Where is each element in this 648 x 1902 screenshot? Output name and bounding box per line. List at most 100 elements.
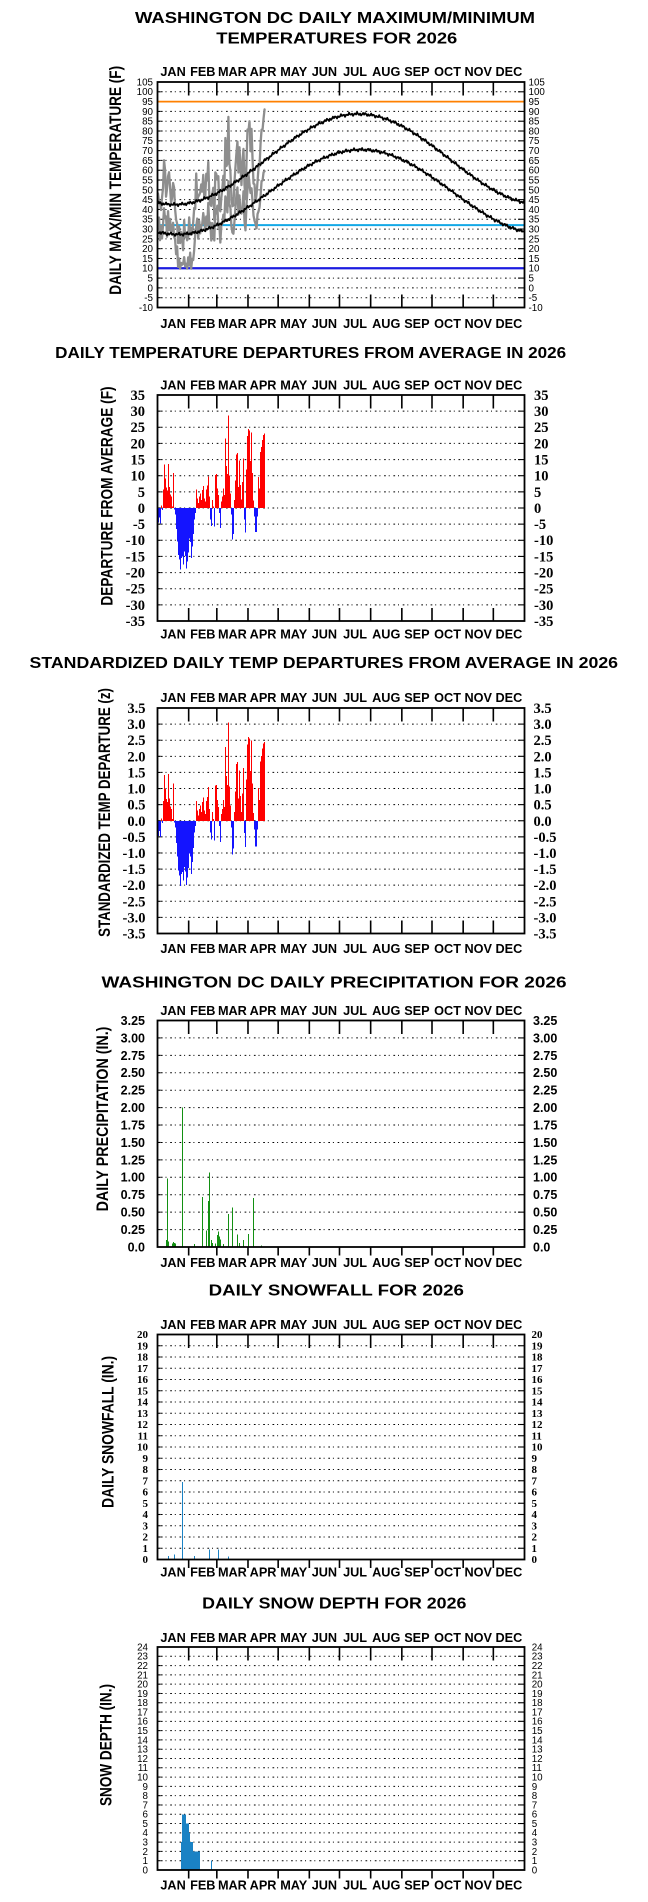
- svg-text:APR: APR: [250, 691, 277, 705]
- svg-text:10: 10: [131, 469, 146, 485]
- svg-text:APR: APR: [250, 317, 277, 331]
- svg-text:14: 14: [532, 1397, 544, 1409]
- svg-text:DEC: DEC: [496, 65, 523, 79]
- svg-text:10: 10: [137, 1442, 149, 1454]
- svg-text:2.75: 2.75: [121, 1049, 145, 1063]
- svg-text:DEC: DEC: [496, 1879, 523, 1893]
- svg-text:0: 0: [532, 1554, 538, 1566]
- svg-text:95: 95: [142, 97, 153, 108]
- svg-text:-10: -10: [529, 303, 544, 314]
- svg-text:FEB: FEB: [190, 1318, 215, 1332]
- svg-text:MAR: MAR: [218, 1566, 247, 1580]
- svg-text:2.5: 2.5: [534, 733, 552, 749]
- svg-text:35: 35: [529, 215, 540, 226]
- svg-text:MAR: MAR: [218, 379, 247, 393]
- svg-text:23: 23: [137, 1652, 148, 1663]
- svg-text:0.50: 0.50: [121, 1206, 145, 1220]
- svg-text:2.50: 2.50: [533, 1066, 557, 1080]
- svg-text:3.5: 3.5: [534, 701, 552, 717]
- svg-text:-25: -25: [534, 582, 553, 598]
- svg-text:15: 15: [137, 1385, 149, 1397]
- svg-text:FEB: FEB: [190, 1566, 215, 1580]
- svg-text:0.50: 0.50: [533, 1206, 557, 1220]
- svg-text:0.0: 0.0: [533, 1240, 550, 1254]
- svg-text:JUN: JUN: [312, 1566, 337, 1580]
- svg-text:SEP: SEP: [404, 1631, 430, 1645]
- svg-text:SEP: SEP: [404, 1566, 430, 1580]
- svg-text:55: 55: [529, 175, 540, 186]
- svg-text:5: 5: [138, 485, 145, 501]
- svg-text:35: 35: [142, 215, 153, 226]
- svg-text:0.75: 0.75: [533, 1188, 557, 1202]
- svg-text:DEC: DEC: [496, 379, 523, 393]
- svg-text:SEP: SEP: [404, 942, 430, 956]
- svg-text:14: 14: [137, 1735, 148, 1746]
- svg-text:50: 50: [142, 185, 153, 196]
- svg-text:AUG: AUG: [372, 1566, 400, 1580]
- svg-text:JUL: JUL: [343, 65, 367, 79]
- svg-text:2: 2: [143, 1532, 149, 1544]
- svg-text:OCT: OCT: [434, 628, 461, 642]
- svg-text:-20: -20: [534, 565, 553, 581]
- svg-text:18: 18: [532, 1352, 544, 1364]
- svg-text:1.75: 1.75: [121, 1118, 145, 1132]
- svg-text:MAR: MAR: [218, 1256, 247, 1270]
- svg-text:21: 21: [532, 1670, 543, 1681]
- svg-text:1.25: 1.25: [533, 1153, 557, 1167]
- svg-text:NOV: NOV: [465, 379, 493, 393]
- svg-text:JUN: JUN: [312, 65, 337, 79]
- svg-text:AUG: AUG: [372, 691, 400, 705]
- svg-text:16: 16: [137, 1374, 149, 1386]
- svg-text:80: 80: [142, 126, 153, 137]
- svg-text:-5: -5: [144, 293, 153, 304]
- svg-text:18: 18: [532, 1698, 543, 1709]
- svg-text:MAR: MAR: [218, 1004, 247, 1018]
- svg-text:FEB: FEB: [190, 1879, 215, 1893]
- svg-text:1.50: 1.50: [121, 1136, 145, 1150]
- svg-text:NOV: NOV: [465, 317, 493, 331]
- svg-text:1.50: 1.50: [533, 1136, 557, 1150]
- svg-text:JUN: JUN: [312, 1631, 337, 1645]
- svg-text:MAR: MAR: [218, 1318, 247, 1332]
- svg-text:1.00: 1.00: [533, 1171, 557, 1185]
- svg-text:MAY: MAY: [280, 1256, 308, 1270]
- svg-text:0.0: 0.0: [534, 814, 552, 830]
- svg-text:JUN: JUN: [312, 379, 337, 393]
- svg-text:8: 8: [143, 1464, 149, 1476]
- svg-text:APR: APR: [250, 65, 277, 79]
- svg-text:30: 30: [142, 224, 153, 235]
- svg-text:MAY: MAY: [280, 628, 308, 642]
- svg-text:0.75: 0.75: [121, 1188, 145, 1202]
- svg-text:JAN: JAN: [160, 1566, 185, 1580]
- svg-text:2.50: 2.50: [121, 1066, 145, 1080]
- svg-text:OCT: OCT: [434, 65, 461, 79]
- svg-text:DEC: DEC: [496, 1004, 523, 1018]
- svg-text:5: 5: [143, 1819, 149, 1830]
- svg-text:-5: -5: [534, 517, 546, 533]
- svg-text:0: 0: [143, 1554, 149, 1566]
- svg-text:AUG: AUG: [372, 1004, 400, 1018]
- svg-text:JAN: JAN: [160, 1004, 185, 1018]
- svg-text:FEB: FEB: [190, 942, 215, 956]
- svg-text:JUL: JUL: [343, 379, 367, 393]
- svg-text:JAN: JAN: [160, 1318, 185, 1332]
- svg-text:19: 19: [532, 1340, 544, 1352]
- svg-text:DEC: DEC: [496, 942, 523, 956]
- svg-text:0.25: 0.25: [533, 1223, 557, 1237]
- svg-text:JAN: JAN: [160, 942, 185, 956]
- svg-text:AUG: AUG: [372, 65, 400, 79]
- svg-text:TEMPERATURES FOR 2026: TEMPERATURES FOR 2026: [216, 31, 457, 48]
- svg-text:5: 5: [143, 1498, 149, 1510]
- svg-text:MAY: MAY: [280, 317, 308, 331]
- svg-text:7: 7: [532, 1475, 538, 1487]
- svg-text:95: 95: [529, 97, 540, 108]
- svg-text:OCT: OCT: [434, 942, 461, 956]
- svg-text:APR: APR: [250, 1004, 277, 1018]
- svg-text:-30: -30: [534, 598, 553, 614]
- svg-text:MAR: MAR: [218, 691, 247, 705]
- svg-text:0: 0: [138, 501, 145, 517]
- svg-text:15: 15: [529, 254, 540, 265]
- svg-text:12: 12: [137, 1419, 149, 1431]
- svg-text:JUN: JUN: [312, 1879, 337, 1893]
- svg-text:10: 10: [532, 1772, 543, 1783]
